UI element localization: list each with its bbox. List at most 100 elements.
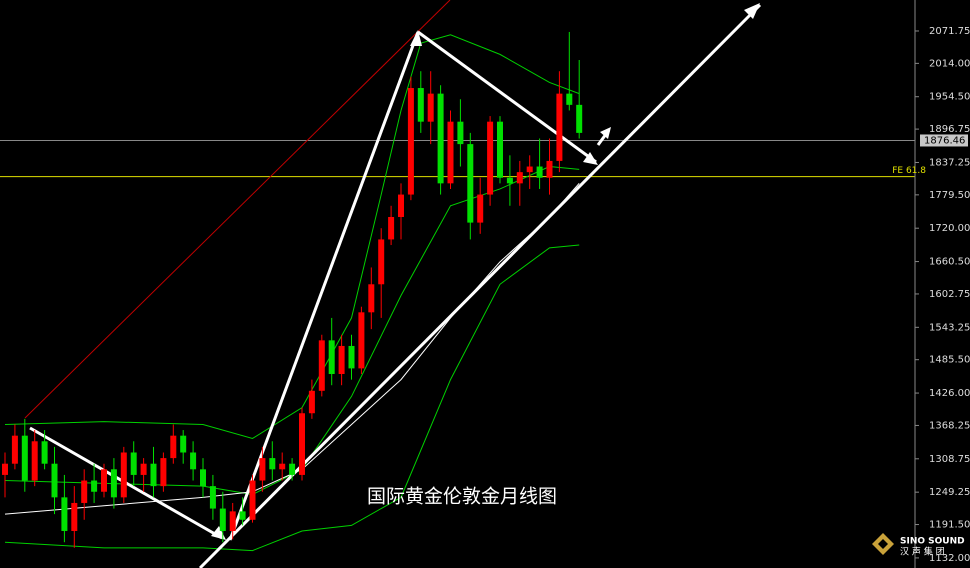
candle-body: [506, 177, 513, 184]
y-tick-label: 1308.75: [929, 454, 970, 465]
y-tick-label: 1837.25: [929, 157, 970, 168]
candle-body: [467, 144, 474, 223]
candle-body: [219, 508, 226, 531]
arrow-head: [211, 526, 226, 540]
y-tick-label: 1249.25: [929, 487, 970, 498]
candle-body: [81, 480, 88, 503]
chart-title: 国际黄金伦敦金月线图: [367, 486, 557, 508]
y-tick-label: 2071.75: [929, 26, 970, 37]
candle-body: [477, 194, 484, 223]
candle-body: [200, 469, 206, 487]
logo-subtitle: 汉 声 集 团: [900, 546, 945, 558]
candle-body: [398, 194, 404, 217]
candle-body: [566, 93, 573, 105]
y-tick-label: 1543.25: [929, 322, 970, 333]
candle-body: [516, 172, 523, 184]
candle-body: [229, 511, 236, 531]
y-tick-label: 1602.75: [929, 289, 970, 300]
y-tick-label: 1896.75: [929, 124, 970, 135]
candle-body: [120, 452, 127, 498]
channel-line: [24, 0, 451, 419]
trend-arrow: [228, 31, 420, 541]
candle-body: [338, 345, 345, 374]
candle-body: [2, 463, 8, 475]
logo-icon: [878, 539, 888, 549]
candle-body: [348, 345, 355, 369]
candle-body: [41, 441, 48, 464]
trend-arrow: [417, 30, 597, 164]
candle-body: [417, 88, 424, 122]
candle-body: [556, 93, 563, 161]
candle-body: [31, 441, 38, 481]
arrow-head: [744, 3, 760, 19]
candle-body: [328, 340, 335, 374]
candle-body: [308, 390, 315, 414]
candle-body: [130, 452, 137, 475]
candle-body: [497, 121, 503, 178]
candle-body: [259, 458, 266, 481]
candle-body: [457, 121, 464, 145]
y-tick-label: 1660.50: [929, 257, 970, 268]
annotations: [24, 0, 762, 568]
candle-body: [91, 480, 98, 492]
candle-body: [51, 463, 58, 498]
price-label: 1876.46: [924, 135, 965, 146]
candle-body: [299, 413, 305, 475]
candle-body: [407, 88, 414, 195]
candle-body: [11, 435, 18, 464]
y-tick-label: 1485.50: [929, 355, 970, 366]
candle-body: [447, 121, 454, 184]
support-line: [198, 3, 762, 568]
candle-body: [160, 458, 167, 487]
y-tick-label: 1720.00: [929, 223, 970, 234]
arrow-head: [600, 127, 611, 139]
candle-body: [576, 104, 583, 133]
candle-body: [289, 463, 296, 475]
candle-body: [279, 463, 286, 470]
y-tick-label: 1426.00: [929, 388, 970, 399]
candle-body: [170, 435, 177, 459]
y-tick-label: 1132.00: [929, 553, 970, 564]
candle-body: [180, 435, 187, 453]
band-line: [4, 244, 580, 552]
candle-body: [150, 463, 157, 487]
candle-body: [71, 502, 78, 531]
price-box: [920, 134, 968, 147]
candle-body: [536, 166, 543, 178]
candle-body: [61, 497, 68, 531]
band-line: [4, 183, 580, 515]
candle-body: [209, 486, 216, 509]
candle-body: [368, 284, 375, 313]
candle-body: [110, 469, 117, 498]
arrow-head: [583, 152, 598, 165]
y-tick-label: 1954.50: [929, 92, 970, 103]
candle-body: [427, 93, 434, 122]
candle-body: [190, 452, 197, 470]
candle-body: [388, 216, 395, 240]
logo-name: SINO SOUND: [900, 537, 965, 547]
candle-body: [526, 166, 533, 173]
logo: SINO SOUND 汉 声 集 团: [872, 533, 965, 558]
candle-body: [249, 480, 256, 520]
band-line: [4, 34, 580, 440]
candle-body: [487, 121, 494, 195]
candle-body: [318, 340, 325, 391]
y-tick-label: 1779.50: [929, 190, 970, 201]
fe-label: FE 61.8: [892, 166, 926, 176]
candle-body: [546, 160, 553, 178]
candle-body: [140, 463, 147, 475]
candle-body: [437, 93, 444, 184]
arrow-head: [410, 30, 422, 46]
band-line: [4, 166, 580, 496]
y-tick-label: 2014.00: [929, 58, 970, 69]
candle-body: [239, 511, 246, 520]
candle-body: [21, 435, 28, 481]
candle-body: [378, 239, 385, 285]
candle-body: [358, 312, 365, 369]
y-tick-label: 1368.25: [929, 420, 970, 431]
candle-body: [269, 458, 276, 470]
y-tick-label: 1191.50: [929, 520, 970, 531]
candle-body: [101, 469, 107, 492]
